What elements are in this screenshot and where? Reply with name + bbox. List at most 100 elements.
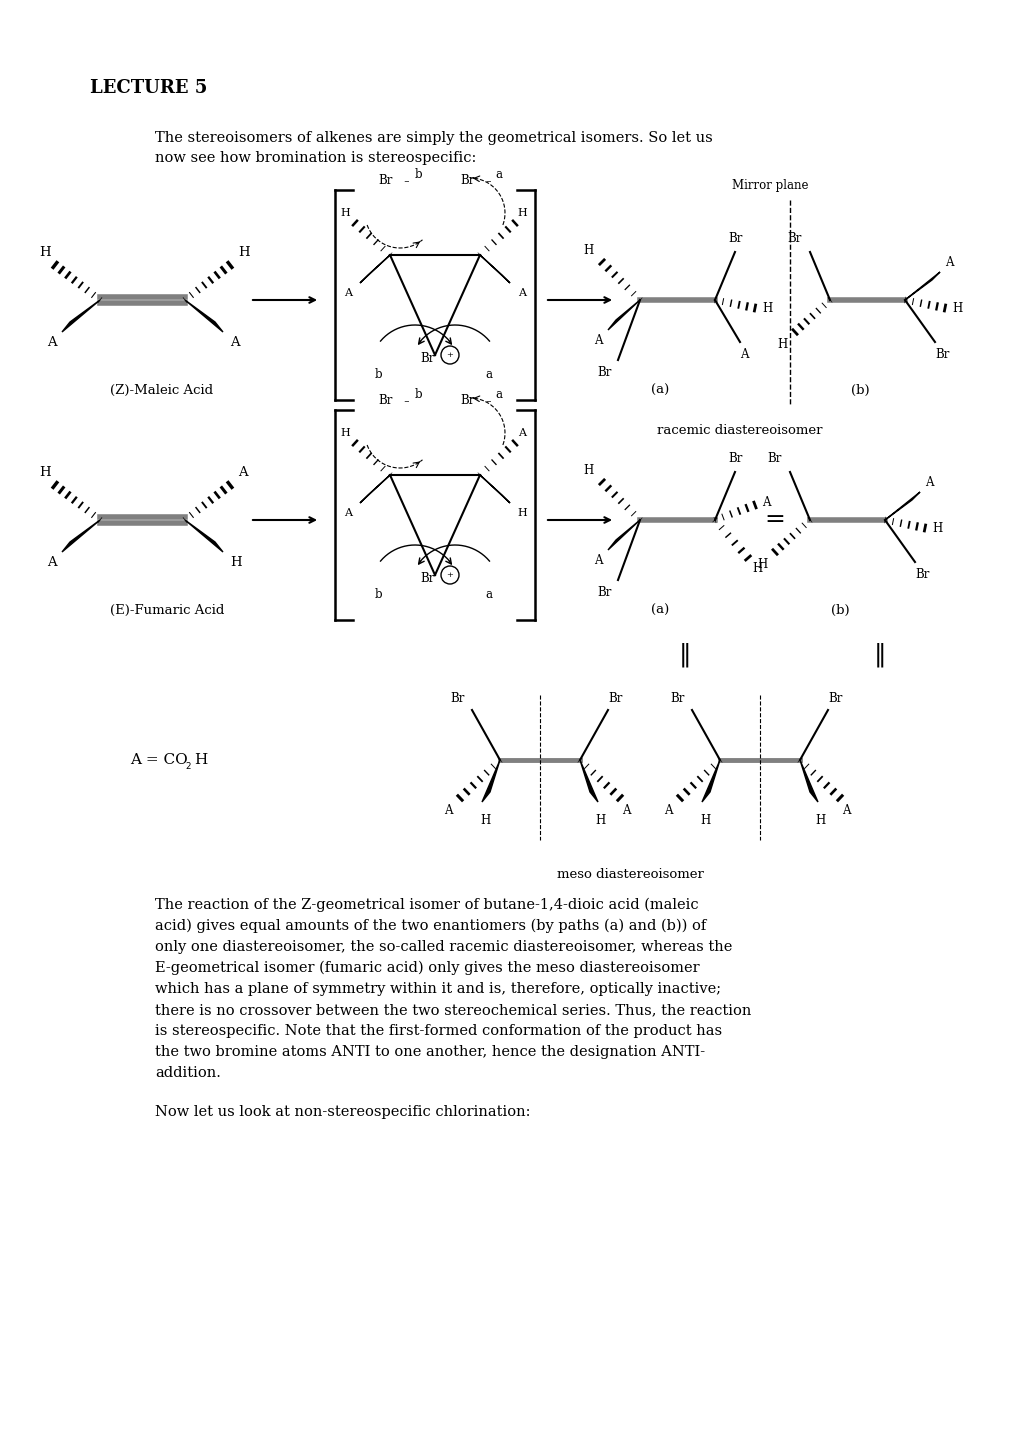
Text: Br: Br <box>420 571 434 584</box>
Text: Br: Br <box>787 231 801 244</box>
Text: The stereoisomers of alkenes are simply the geometrical isomers. So let us: The stereoisomers of alkenes are simply … <box>155 131 712 144</box>
Polygon shape <box>580 760 597 802</box>
Text: A: A <box>663 804 672 817</box>
Text: ‖: ‖ <box>873 642 886 667</box>
Text: Mirror plane: Mirror plane <box>731 179 807 192</box>
Text: H: H <box>931 521 942 534</box>
Text: H: H <box>951 302 961 315</box>
Text: H: H <box>776 338 787 351</box>
Polygon shape <box>701 760 719 802</box>
Text: A: A <box>944 255 953 268</box>
Text: H: H <box>339 208 350 218</box>
Polygon shape <box>62 519 100 553</box>
Polygon shape <box>884 492 919 519</box>
Polygon shape <box>607 300 639 330</box>
Text: b: b <box>415 169 422 182</box>
Text: A: A <box>237 466 248 479</box>
Text: Br: Br <box>420 352 434 365</box>
Text: Br: Br <box>460 173 474 186</box>
Text: +: + <box>446 351 453 359</box>
Text: A: A <box>518 429 526 439</box>
Text: +: + <box>446 571 453 579</box>
Text: =: = <box>764 508 785 531</box>
Text: A: A <box>443 804 451 817</box>
Text: H: H <box>479 814 490 827</box>
Text: the two bromine atoms ANTI to one another, hence the designation ANTI-: the two bromine atoms ANTI to one anothe… <box>155 1045 704 1059</box>
Text: a: a <box>494 169 501 182</box>
Text: Br: Br <box>934 349 949 362</box>
Text: H: H <box>339 429 350 439</box>
Text: A: A <box>593 333 601 346</box>
Text: Br: Br <box>767 452 782 465</box>
Text: A: A <box>622 804 630 817</box>
Text: LECTURE 5: LECTURE 5 <box>90 79 207 97</box>
Text: H: H <box>699 814 709 827</box>
Text: (b): (b) <box>829 603 849 616</box>
Polygon shape <box>360 475 389 504</box>
Text: H: H <box>582 463 592 476</box>
Polygon shape <box>360 255 389 283</box>
Text: The reaction of the Z-geometrical isomer of butane-1,4-dioic acid (maleic: The reaction of the Z-geometrical isomer… <box>155 898 698 912</box>
Text: racemic diastereoisomer: racemic diastereoisomer <box>656 423 822 436</box>
Text: A: A <box>229 336 239 349</box>
Text: (a): (a) <box>650 603 668 616</box>
Text: A: A <box>739 349 748 362</box>
Polygon shape <box>480 475 510 504</box>
Text: H: H <box>39 466 51 479</box>
Text: $^-$: $^-$ <box>484 180 492 189</box>
Text: A: A <box>47 336 57 349</box>
Polygon shape <box>62 300 100 332</box>
Text: H: H <box>761 302 771 315</box>
Text: A: A <box>593 554 601 567</box>
Text: $^-$: $^-$ <box>401 180 410 189</box>
Text: H: H <box>814 814 824 827</box>
Polygon shape <box>607 519 639 550</box>
Text: H: H <box>194 753 207 768</box>
Text: b: b <box>375 589 382 602</box>
Text: acid) gives equal amounts of the two enantiomers (by paths (a) and (b)) of: acid) gives equal amounts of the two ena… <box>155 919 705 934</box>
Polygon shape <box>482 760 499 802</box>
Text: b: b <box>375 368 382 381</box>
Text: Br: Br <box>827 691 842 704</box>
Text: E-geometrical isomer (fumaric acid) only gives the meso diastereoisomer: E-geometrical isomer (fumaric acid) only… <box>155 961 699 975</box>
Text: Br: Br <box>914 569 928 582</box>
Polygon shape <box>904 271 940 300</box>
Text: a: a <box>484 368 491 381</box>
Text: Br: Br <box>728 231 742 244</box>
Text: $^-$: $^-$ <box>401 401 410 410</box>
Text: which has a plane of symmetry within it and is, therefore, optically inactive;: which has a plane of symmetry within it … <box>155 983 720 996</box>
Text: A: A <box>924 476 932 489</box>
Text: is stereospecific. Note that the first-formed conformation of the product has: is stereospecific. Note that the first-f… <box>155 1025 721 1038</box>
Polygon shape <box>184 300 223 332</box>
Text: H: H <box>517 508 527 518</box>
Text: Br: Br <box>378 394 392 407</box>
Text: A = CO: A = CO <box>129 753 187 768</box>
Text: Br: Br <box>728 452 742 465</box>
Text: A: A <box>761 495 769 508</box>
Text: Now let us look at non-stereospecific chlorination:: Now let us look at non-stereospecific ch… <box>155 1105 530 1118</box>
Text: meso diastereoisomer: meso diastereoisomer <box>556 869 703 882</box>
Text: H: H <box>756 557 766 570</box>
Text: b: b <box>415 388 422 401</box>
Text: (a): (a) <box>650 384 668 397</box>
Text: (E)-Fumaric Acid: (E)-Fumaric Acid <box>110 603 224 616</box>
Text: A: A <box>518 289 526 299</box>
Text: Br: Br <box>378 173 392 186</box>
Text: ‖: ‖ <box>678 642 691 667</box>
Text: A: A <box>343 508 352 518</box>
Polygon shape <box>184 519 223 553</box>
Text: now see how bromination is stereospecific:: now see how bromination is stereospecifi… <box>155 152 476 165</box>
Text: H: H <box>39 245 51 258</box>
Text: $_2$: $_2$ <box>184 759 192 772</box>
Text: Br: Br <box>607 691 622 704</box>
Text: H: H <box>751 561 761 574</box>
Text: Br: Br <box>597 586 611 599</box>
Text: A: A <box>343 289 352 299</box>
Text: A: A <box>47 556 57 569</box>
Text: A: A <box>841 804 850 817</box>
Polygon shape <box>799 760 817 802</box>
Polygon shape <box>480 255 510 283</box>
Text: H: H <box>517 208 527 218</box>
Text: a: a <box>494 388 501 401</box>
Text: H: H <box>594 814 604 827</box>
